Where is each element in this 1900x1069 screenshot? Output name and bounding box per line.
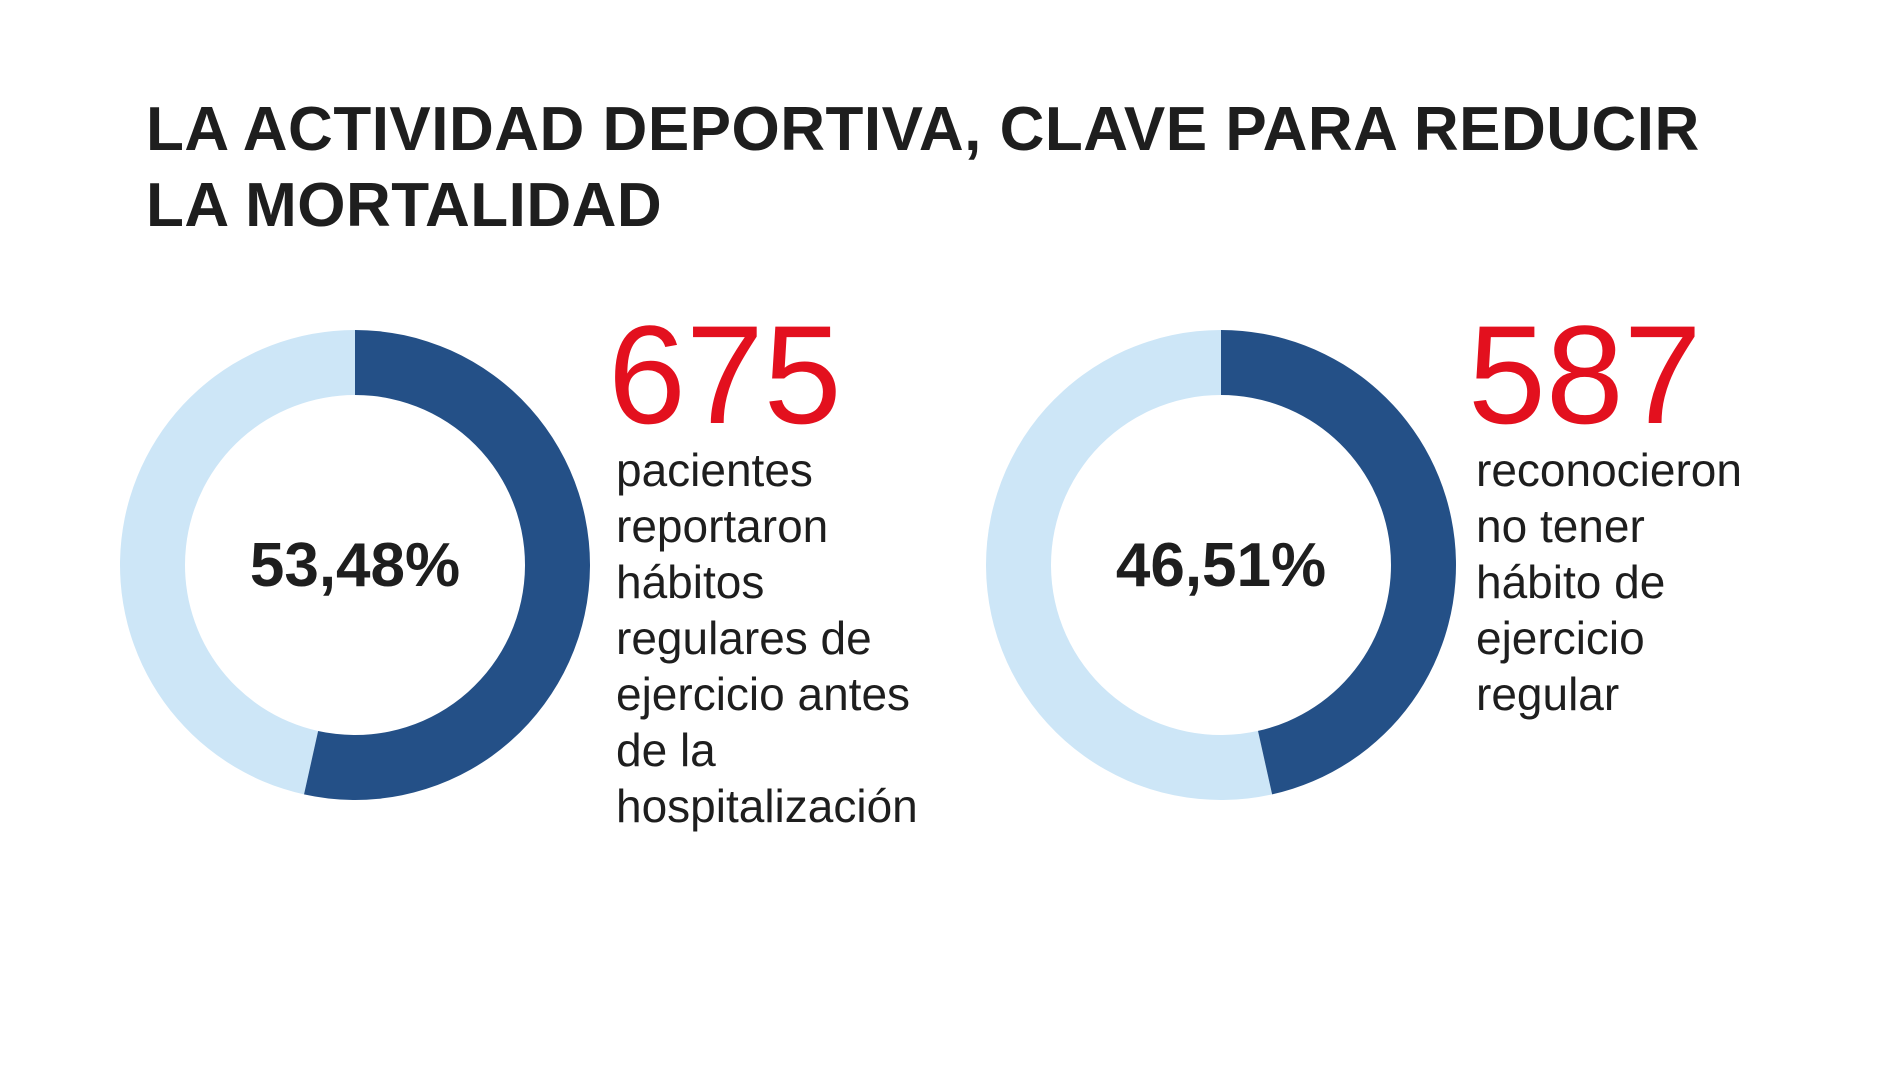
stat-2-desc-line: hábito de	[1476, 556, 1666, 608]
donut-chart-2: 46,51%	[986, 330, 1456, 800]
stat-2-desc-line: regular	[1476, 668, 1620, 720]
stat-2-desc-line: reconocieron	[1476, 444, 1742, 496]
page-title: LA ACTIVIDAD DEPORTIVA, CLAVE PARA REDUC…	[146, 92, 1786, 244]
donut-chart-2-svg	[986, 330, 1456, 800]
stat-1-desc-line: regulares de	[616, 612, 872, 664]
stat-1-desc-line: hábitos	[616, 556, 765, 608]
stat-1-desc-line: reportaron	[616, 500, 829, 552]
donut-2-center-label: 46,51%	[1115, 530, 1327, 600]
title-line-2: LA MORTALIDAD	[146, 171, 663, 240]
donut-2-slice-remainder	[986, 330, 1273, 800]
donut-1-slice-remainder	[120, 330, 355, 795]
stat-2-desc-line: no tener	[1476, 500, 1645, 552]
stat-1-number: 675	[608, 296, 842, 453]
stat-1-desc-line: de la	[616, 724, 716, 776]
donut-1-center-label: 53,48%	[249, 530, 461, 600]
donut-2-slice-value	[1221, 330, 1456, 795]
stat-2-desc-line: ejercicio	[1476, 612, 1645, 664]
stat-1-desc-line: ejercicio antes	[616, 668, 911, 720]
stat-2-number: 587	[1468, 296, 1702, 453]
stat-2-description: reconocieron no tener hábito de ejercici…	[1476, 442, 1742, 722]
stat-1-description: pacientes reportaron hábitos regulares d…	[616, 442, 918, 834]
donut-chart-1-svg	[120, 330, 590, 800]
donut-1-slice-value	[304, 330, 590, 800]
title-line-1: LA ACTIVIDAD DEPORTIVA, CLAVE PARA REDUC…	[146, 95, 1700, 164]
stat-1-desc-line: pacientes	[616, 444, 813, 496]
stat-1-desc-line: hospitalización	[616, 780, 918, 832]
donut-chart-1: 53,48%	[120, 330, 590, 800]
